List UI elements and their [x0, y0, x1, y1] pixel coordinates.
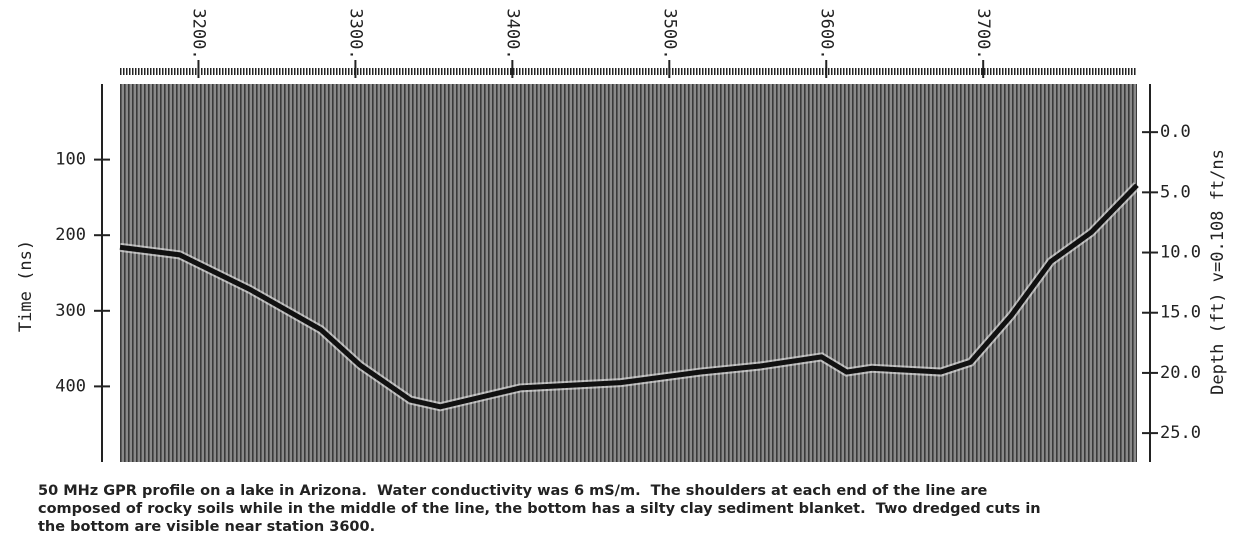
x-tick-label: 3300.	[345, 8, 365, 59]
y-axis-label: Time (ns)	[16, 240, 36, 332]
y2-axis-label: Depth (ft) v=0.108 ft/ns	[1208, 149, 1228, 395]
y2-tick-label: 10.0	[1160, 243, 1201, 263]
y2-tick-label: 25.0	[1160, 423, 1201, 443]
radargram	[120, 84, 1137, 462]
caption: 50 MHz GPR profile on a lake in Arizona.…	[38, 482, 1041, 536]
y-tick-label: 100	[55, 150, 86, 170]
y2-tick-label: 20.0	[1160, 363, 1201, 383]
chart: Time (ns) Depth (ft) v=0.108 ft/ns 3200.…	[16, 8, 1228, 462]
top-axis-bar	[120, 68, 1137, 75]
y-tick-label: 400	[55, 376, 86, 396]
y2-tick-label: 0.0	[1160, 122, 1191, 142]
y-tick-label: 300	[55, 301, 86, 321]
x-tick-label: 3400.	[502, 8, 522, 59]
x-tick-label: 3700.	[973, 8, 993, 59]
y2-tick-label: 15.0	[1160, 303, 1201, 323]
y-tick-label: 200	[55, 225, 86, 245]
caption-line: composed of rocky soils while in the mid…	[38, 501, 1041, 517]
caption-line: 50 MHz GPR profile on a lake in Arizona.…	[38, 483, 988, 499]
y2-tick-label: 5.0	[1160, 182, 1191, 202]
bottom-reflector-line	[119, 183, 1139, 410]
caption-line: the bottom are visible near station 3600…	[38, 519, 376, 535]
x-tick-label: 3200.	[188, 8, 208, 59]
x-tick-label: 3500.	[659, 8, 679, 59]
x-tick-label: 3600.	[816, 8, 836, 59]
